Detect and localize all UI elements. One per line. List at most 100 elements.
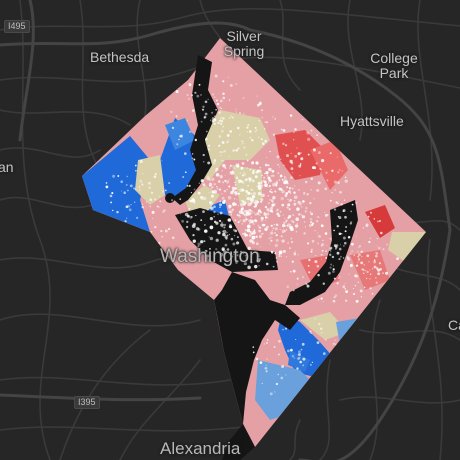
data-dot [285,224,287,227]
data-dot [272,174,275,177]
data-dot [319,168,322,170]
data-dot [207,161,211,165]
data-dot [163,209,166,212]
data-dot [297,152,301,156]
data-dot [221,226,223,228]
data-dot [330,375,333,378]
data-dot [284,194,288,198]
data-dot [314,398,317,401]
data-dot [287,349,290,353]
data-dot [276,260,278,263]
data-dot [376,237,379,240]
data-dot [249,168,252,171]
data-dot [287,190,291,193]
data-dot [299,175,301,177]
data-dot [143,234,146,237]
data-dot [260,219,264,222]
data-dot [273,224,275,226]
data-dot [369,273,372,276]
data-dot [336,251,340,255]
data-dot [286,225,289,227]
data-dot [338,258,341,261]
data-dot [240,207,244,211]
data-dot [164,189,167,192]
data-dot [274,227,278,231]
data-dot [334,343,338,346]
data-dot [315,162,318,165]
data-dot [235,261,238,264]
data-dot [398,281,402,284]
data-dot [218,144,221,147]
data-dot [269,150,271,153]
data-dot [290,167,294,170]
data-dot [266,216,269,219]
data-dot [193,158,196,161]
data-dot [242,252,245,255]
data-dot [259,226,262,229]
data-dot [280,173,282,176]
data-dot [282,129,286,132]
data-dot [215,248,218,251]
data-dot [340,203,343,206]
data-dot [254,213,258,216]
data-dot [258,235,262,239]
data-dot [252,161,255,164]
data-dot [296,283,298,285]
data-dot [320,168,323,171]
data-dot [200,120,203,123]
data-dot [322,367,325,370]
data-dot [360,250,363,253]
data-dot [256,200,260,204]
data-dot [188,207,191,210]
data-dot [247,184,249,187]
data-dot [339,255,342,258]
data-dot [236,164,240,168]
data-dot [292,172,294,174]
data-dot [358,258,360,260]
data-dot [167,227,171,231]
data-dot [340,361,342,363]
data-dot [221,196,225,200]
data-dot [229,164,232,167]
data-dot [191,109,194,112]
data-dot [272,195,276,200]
data-dot [250,219,254,224]
data-dot [313,166,317,169]
data-dot [224,174,226,176]
data-dot [203,240,206,243]
data-dot [316,188,320,192]
data-dot [314,260,318,264]
data-dot [357,253,361,257]
data-dot [278,250,283,255]
data-dot [367,215,370,218]
data-dot [246,159,249,162]
data-dot [322,282,326,285]
data-dot [205,130,208,133]
data-dot [343,359,346,362]
data-dot [214,74,218,78]
data-dot [331,360,334,364]
data-dot [287,216,290,220]
data-dot [362,227,364,229]
data-dot [333,368,336,372]
data-dot [249,239,253,243]
data-dot [253,229,256,232]
data-dot [139,160,143,163]
data-dot [354,284,357,287]
data-dot [219,122,223,126]
data-dot [295,338,297,341]
data-dot [251,138,254,142]
data-dot [281,178,284,181]
data-dot [307,379,310,382]
data-dot [362,272,365,275]
data-dot [192,109,195,112]
data-dot [141,183,144,186]
data-dot [355,202,358,204]
data-dot [305,282,308,286]
data-dot [339,275,341,278]
data-dot [277,172,280,175]
data-dot [234,187,237,190]
data-dot [219,206,221,208]
data-dot [364,269,367,272]
